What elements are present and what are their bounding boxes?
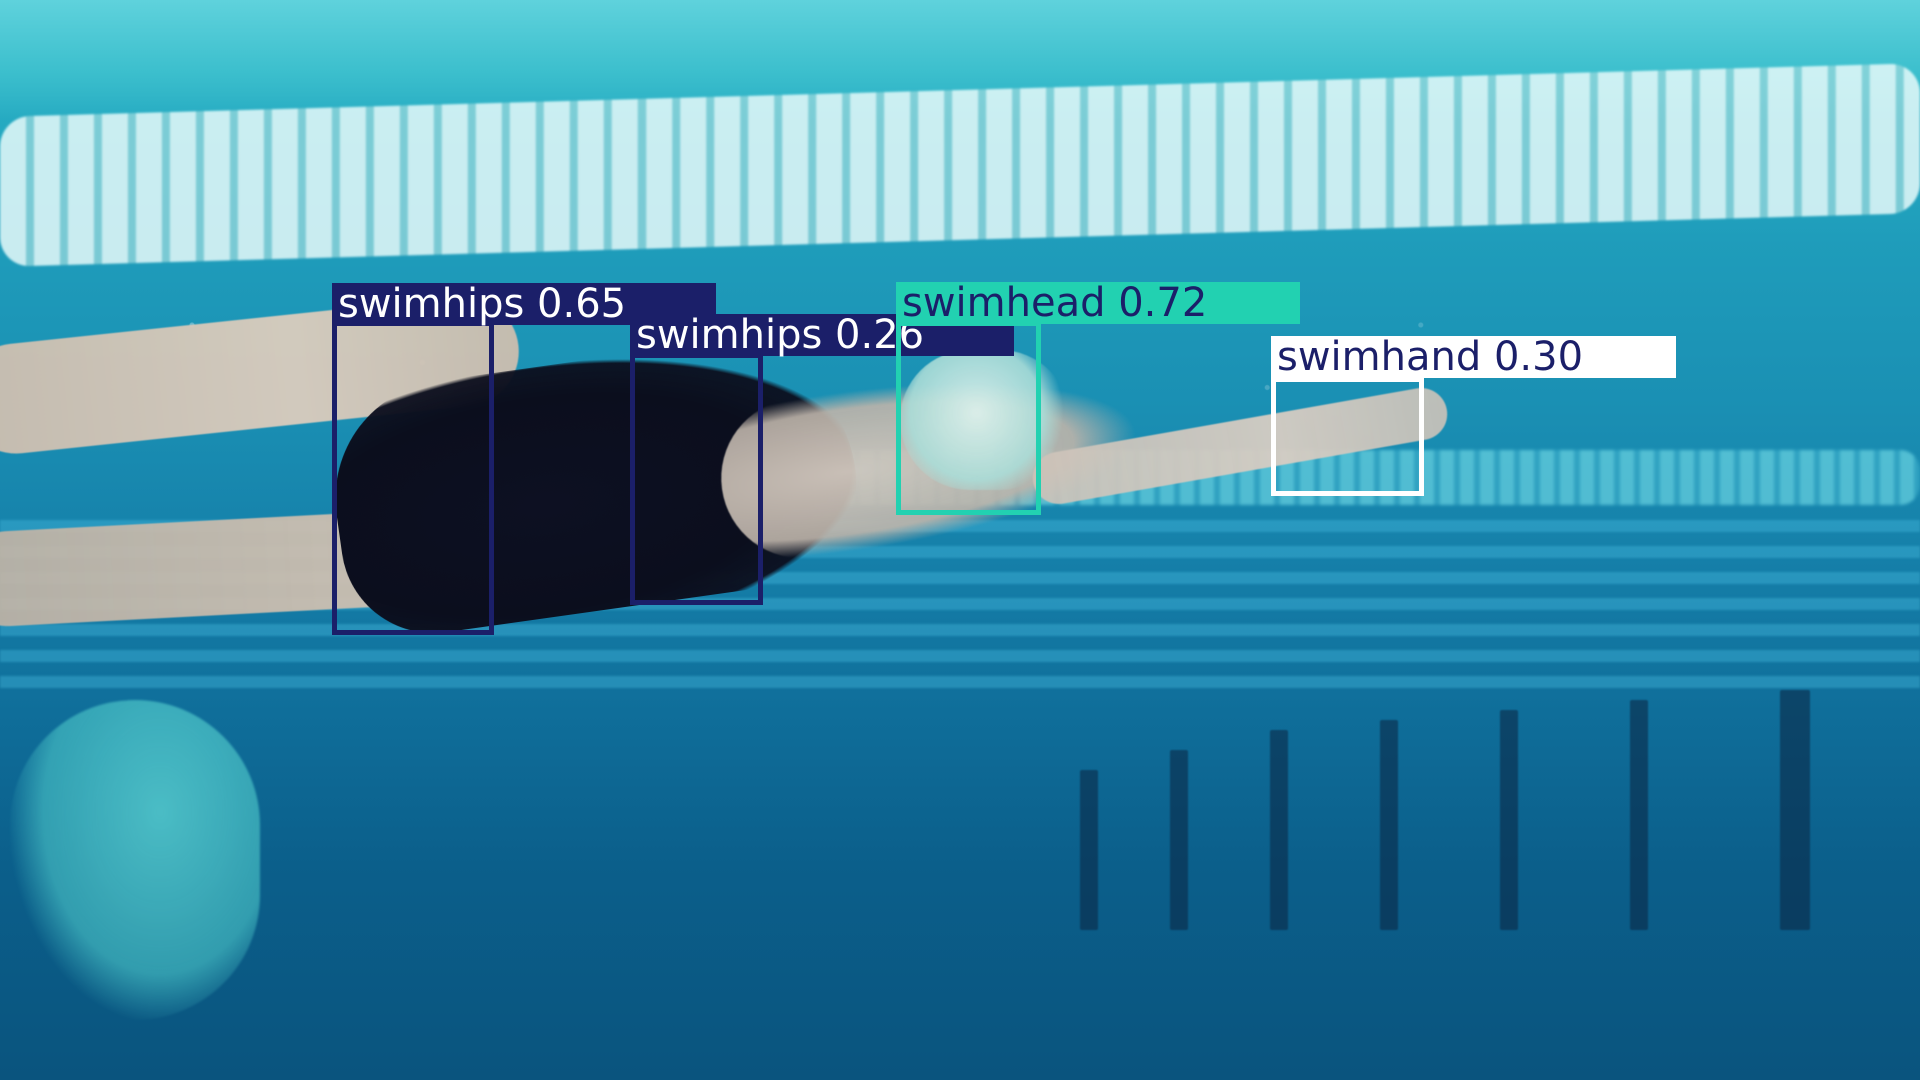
second-swimmer — [10, 700, 260, 1020]
detection-box-swimhand — [1271, 377, 1424, 496]
detection-box-swimhips-2 — [630, 353, 763, 605]
pool-wall-markers — [1020, 690, 1920, 930]
pool-marker — [1500, 710, 1518, 930]
pool-marker — [1270, 730, 1288, 930]
detection-label-swimhips-1: swimhips 0.65 — [332, 283, 716, 325]
pool-marker — [1380, 720, 1398, 930]
pool-marker — [1780, 690, 1810, 930]
pool-marker — [1080, 770, 1098, 930]
pool-marker — [1630, 700, 1648, 930]
pool-marker — [1170, 750, 1188, 930]
detection-box-swimhips-1 — [332, 321, 494, 635]
detection-label-swimhand: swimhand 0.30 — [1271, 336, 1676, 378]
detection-label-swimhead: swimhead 0.72 — [896, 282, 1300, 324]
detection-box-swimhead — [896, 321, 1041, 515]
